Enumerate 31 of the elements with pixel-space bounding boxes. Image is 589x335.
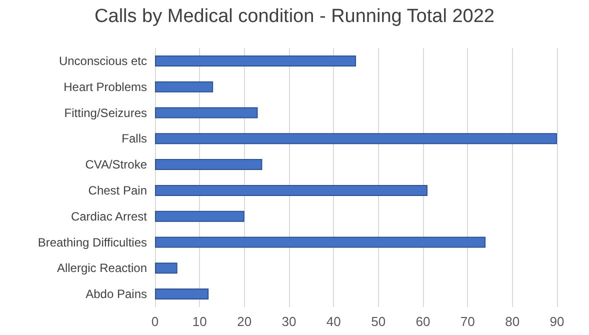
- bar: [155, 81, 214, 92]
- chart-title: Calls by Medical condition - Running Total 2022: [94, 6, 494, 27]
- bar: [155, 107, 258, 118]
- bar: [155, 55, 356, 66]
- y-tick-label: Heart Problems: [64, 80, 147, 94]
- bar: [155, 184, 428, 196]
- bar: [155, 133, 557, 144]
- x-tick-label: 20: [237, 314, 252, 329]
- x-tick-label: 80: [505, 314, 520, 329]
- y-tick-label: Chest Pain: [88, 183, 147, 198]
- y-tick-label: CVA/Stroke: [85, 158, 148, 172]
- y-tick-label: Breathing Difficulties: [38, 235, 147, 250]
- bar: [155, 262, 178, 274]
- y-tick-label: Cardiac Arrest: [70, 209, 148, 224]
- bar: [155, 288, 209, 300]
- x-tick-label: 30: [282, 314, 296, 329]
- bar: [155, 236, 486, 248]
- bar: [155, 210, 244, 222]
- x-tick-label: 10: [192, 314, 207, 329]
- x-tick-label: 40: [326, 314, 341, 329]
- x-tick-label: 90: [550, 314, 564, 329]
- y-tick-label: Falls: [122, 132, 147, 146]
- x-tick-label: 70: [460, 314, 475, 329]
- x-tick-label: 50: [371, 314, 386, 329]
- bar: [155, 159, 262, 170]
- y-tick-label: Abdo Pains: [86, 287, 147, 302]
- y-tick-label: Unconscious etc: [58, 54, 147, 68]
- x-tick-label: 0: [151, 314, 159, 329]
- y-tick-label: Fitting/Seizures: [64, 106, 147, 120]
- x-tick-label: 60: [416, 314, 430, 329]
- y-tick-label: Allergic Reaction: [56, 261, 147, 276]
